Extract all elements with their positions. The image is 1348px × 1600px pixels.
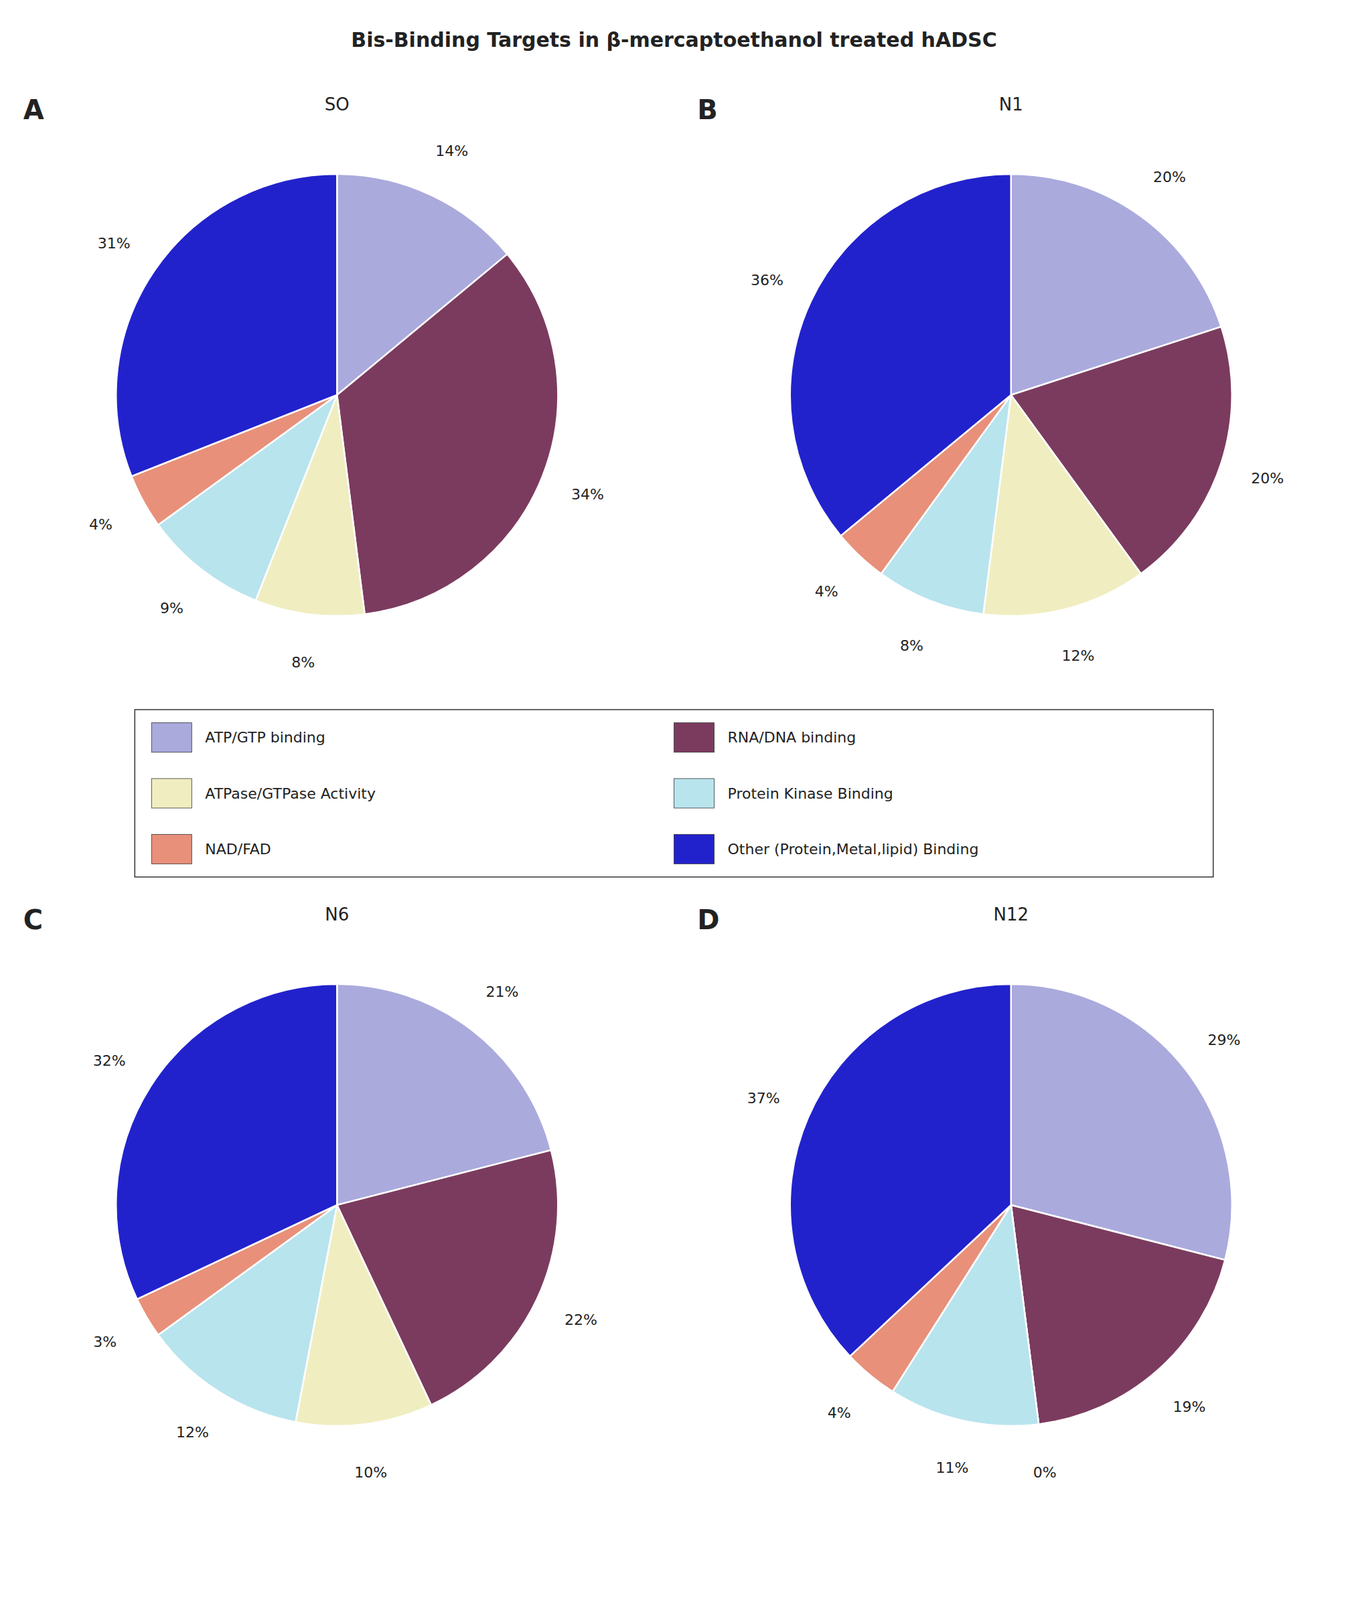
pie-chart: 29% 19% 0% 11% 4% 37% N12 D [697,904,1241,1482]
pie-chart: 21% 22% 10% 12% 3% 32% N6 C [23,904,598,1482]
data-label: 8% [291,654,315,671]
data-labels: 21% 22% 10% 12% 3% 32% [93,983,598,1482]
data-label: 12% [176,1424,209,1442]
legend-item: ATP/GTP binding [151,723,325,753]
legend-item: Protein Kinase Binding [674,778,894,809]
pie-slice [115,174,337,477]
legend-label: ATP/GTP binding [204,729,325,746]
data-label: 10% [354,1464,388,1482]
panel-letter: D [697,904,720,936]
data-label: 21% [486,983,519,1001]
data-label: 4% [827,1404,852,1422]
pie-slice [1011,1205,1226,1425]
legend-label: Protein Kinase Binding [727,785,894,803]
data-labels: 14% 34% 8% 9% 4% 31% [89,142,605,671]
panel-letter: A [23,94,45,126]
data-labels: 29% 19% 0% 11% 4% 37% [747,1031,1241,1482]
data-label: 32% [93,1052,126,1070]
legend-swatch [151,723,192,753]
subtitle: N1 [999,94,1024,115]
legend-swatch [151,778,192,809]
legend-swatch [674,723,715,753]
legend-label: ATPase/GTPase Activity [204,785,376,803]
data-label: 0% [1033,1464,1057,1482]
subtitle: SO [324,94,350,115]
data-label: 12% [1061,647,1095,665]
data-label: 37% [747,1090,781,1107]
data-label: 20% [1153,168,1186,186]
legend: ATP/GTP binding RNA/DNA binding ATPase/GTP… [134,709,1213,878]
subtitle: N6 [324,904,349,925]
slices [115,984,558,1427]
legend-swatch [151,834,192,864]
pie-chart: 14% 34% 8% 9% 4% 31% SO A [23,94,605,671]
chart-root: Bis-Binding Targets in β-mercaptoethanol… [0,0,1348,1600]
data-label: 9% [160,600,184,617]
pie-slice [790,984,1012,1357]
legend-label: NAD/FAD [204,841,271,858]
data-label: 20% [1250,470,1284,487]
data-label: 34% [571,486,605,503]
data-label: 8% [900,637,924,655]
legend-item: RNA/DNA binding [674,723,857,753]
pie-slice [790,174,1012,536]
data-label: 4% [89,516,113,534]
legend-item: ATPase/GTPase Activity [151,778,376,809]
legend-frame [134,709,1213,878]
slices [790,984,1233,1427]
legend-item: NAD/FAD [151,834,271,864]
slices [115,174,558,617]
data-labels: 20% 20% 12% 8% 4% 36% [750,168,1284,665]
title: Bis-Binding Targets in β-mercaptoethanol… [350,28,997,52]
pie-slice [336,254,558,615]
subtitle: N12 [993,904,1029,925]
data-label: 3% [93,1333,117,1351]
pie-slice [115,984,337,1300]
panel-letter: B [697,94,718,126]
legend-swatch [674,778,715,809]
legend-item: Other (Protein,Metal,lipid) Binding [674,834,980,864]
slices [790,174,1233,617]
data-label: 11% [935,1459,969,1477]
legend-label: Other (Protein,Metal,lipid) Binding [727,841,980,858]
data-label: 19% [1173,1398,1207,1416]
data-label: 36% [750,271,784,289]
legend-label: RNA/DNA binding [727,729,857,746]
data-label: 14% [435,142,469,160]
data-label: 31% [97,235,131,252]
panel-letter: C [23,904,43,936]
legend-swatch [674,834,715,864]
data-label: 4% [814,583,839,601]
data-label: 29% [1207,1031,1241,1049]
data-label: 22% [564,1311,598,1329]
pie-chart: 20% 20% 12% 8% 4% 36% N1 B [697,94,1284,665]
